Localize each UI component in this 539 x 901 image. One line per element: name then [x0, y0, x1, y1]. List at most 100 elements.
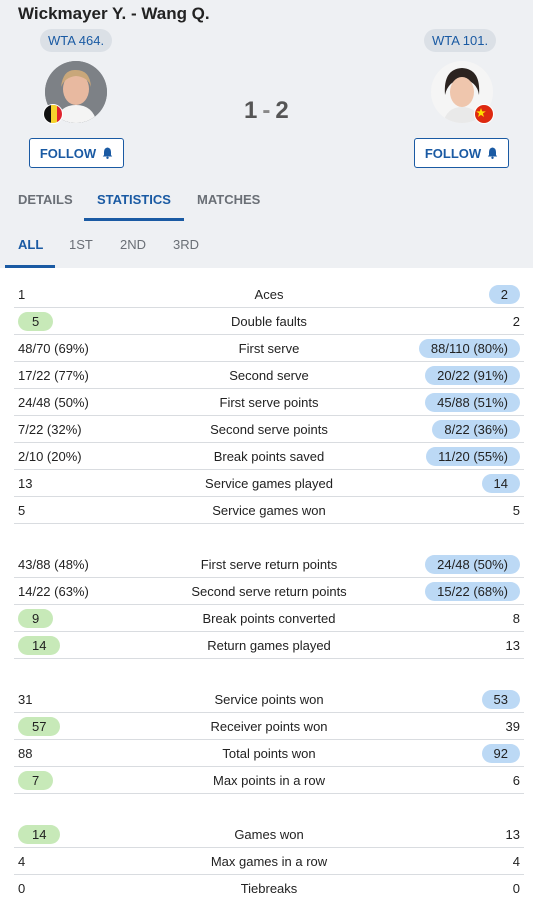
match-title: Wickmayer Y. - Wang Q. [18, 4, 210, 23]
stat-label: Service games played [205, 476, 333, 491]
active-tab-indicator [84, 218, 184, 221]
away-stat-value: 14 [481, 474, 520, 493]
stat-label: Return games played [207, 638, 331, 653]
stat-row: First serve 48/70 (69%) 88/110 (80%) [14, 335, 524, 362]
stat-label: Break points saved [213, 449, 325, 464]
section-spacer [14, 794, 524, 821]
bell-icon [102, 147, 113, 159]
period-tabs: ALL 1ST 2ND 3RD [0, 222, 533, 268]
away-stat-value: 45/88 (51%) [425, 393, 520, 412]
stat-label: Aces [254, 287, 284, 302]
home-stat-value: 14 [18, 825, 61, 844]
away-stat-value: 13 [505, 827, 520, 842]
stat-label: Service games won [212, 503, 326, 518]
section-spacer [14, 524, 524, 551]
tab-statistics[interactable]: STATISTICS [97, 192, 171, 207]
stat-label: Receiver points won [210, 719, 328, 734]
home-stat-value: 9 [18, 609, 54, 628]
stat-label: Max games in a row [210, 854, 328, 869]
home-stat-value: 5 [18, 503, 26, 518]
away-stat-value: 39 [505, 719, 520, 734]
away-stat-value: 92 [481, 744, 520, 763]
stat-label: Service points won [214, 692, 324, 707]
stat-label: Second serve [229, 368, 309, 383]
home-stat-value: 43/88 (48%) [18, 557, 89, 572]
bell-icon [487, 147, 498, 159]
china-flag-icon [474, 104, 494, 124]
stat-row: Max points in a row 7 6 [14, 767, 524, 794]
away-stat-value: 15/22 (68%) [425, 582, 520, 601]
home-rank-badge[interactable]: WTA 464. [40, 29, 113, 52]
stat-row: Games won 14 13 [14, 821, 524, 848]
tab-matches[interactable]: MATCHES [197, 192, 261, 207]
follow-label: FOLLOW [424, 145, 482, 161]
away-stat-value: 2 [512, 314, 520, 329]
score-separator: - [262, 97, 272, 124]
away-stat-value: 0 [512, 881, 520, 896]
follow-home-button[interactable]: FOLLOW [29, 138, 124, 168]
home-stat-value: 48/70 (69%) [18, 341, 89, 356]
stat-row: Max games in a row 4 4 [14, 848, 524, 875]
home-stat-value: 4 [18, 854, 26, 869]
stat-label: Double faults [231, 314, 307, 329]
stat-row: Break points converted 9 8 [14, 605, 524, 632]
tab-details[interactable]: DETAILS [18, 192, 73, 207]
home-stat-value: 2/10 (20%) [18, 449, 82, 464]
stat-label: Total points won [222, 746, 316, 761]
follow-label: FOLLOW [39, 145, 97, 161]
stat-row: Service games won 5 5 [14, 497, 524, 524]
stat-row: Second serve return points 14/22 (63%) 15/… [14, 578, 524, 605]
away-stat-value: 88/110 (80%) [418, 339, 520, 358]
home-stat-value: 5 [18, 312, 54, 331]
home-sets-score: 1 [244, 97, 259, 124]
home-stat-value: 0 [18, 881, 26, 896]
stat-row: Second serve 17/22 (77%) 20/22 (91%) [14, 362, 524, 389]
subtab-set-2[interactable]: 2ND [120, 237, 147, 252]
active-subtab-indicator [5, 265, 55, 268]
subtab-all[interactable]: ALL [18, 237, 44, 252]
follow-away-button[interactable]: FOLLOW [414, 138, 509, 168]
away-stat-value: 2 [488, 285, 520, 304]
home-stat-value: 17/22 (77%) [18, 368, 89, 383]
stat-row: Aces 1 2 [14, 281, 524, 308]
stat-row: Second serve points 7/22 (32%) 8/22 (36%) [14, 416, 524, 443]
away-sets-score: 2 [275, 97, 290, 124]
away-stat-value: 4 [512, 854, 520, 869]
stat-row: First serve return points 43/88 (48%) 24/4… [14, 551, 524, 578]
match-header: Wickmayer Y. - Wang Q. WTA 464. WTA 101. [0, 0, 533, 222]
stat-row: Service points won 31 53 [14, 686, 524, 713]
away-stat-value: 5 [512, 503, 520, 518]
home-stat-value: 14/22 (63%) [18, 584, 89, 599]
home-stat-value: 7/22 (32%) [18, 422, 82, 437]
statistics-table: Aces 1 2 Double faults 5 2 First serve 48/70 (6… [14, 281, 524, 901]
away-stat-value: 13 [505, 638, 520, 653]
stat-row: Double faults 5 2 [14, 308, 524, 335]
subtab-set-3[interactable]: 3RD [173, 237, 200, 252]
match-score: 1-2 [244, 97, 290, 125]
belgium-flag-icon [43, 104, 63, 124]
home-stat-value: 24/48 (50%) [18, 395, 89, 410]
main-tabs: DETAILS STATISTICS MATCHES [0, 180, 533, 222]
away-stat-value: 6 [512, 773, 520, 788]
home-stat-value: 13 [18, 476, 33, 491]
away-stat-value: 20/22 (91%) [425, 366, 520, 385]
subtab-set-1[interactable]: 1ST [69, 237, 93, 252]
home-stat-value: 1 [18, 287, 26, 302]
away-stat-value: 24/48 (50%) [425, 555, 520, 574]
home-stat-value: 14 [18, 636, 61, 655]
home-stat-value: 31 [18, 692, 33, 707]
stat-row: Total points won 88 92 [14, 740, 524, 767]
stat-row: First serve points 24/48 (50%) 45/88 (51%) [14, 389, 524, 416]
stat-label: First serve points [219, 395, 319, 410]
stat-label: Second serve points [210, 422, 328, 437]
home-stat-value: 7 [18, 771, 54, 790]
away-rank-badge[interactable]: WTA 101. [424, 29, 497, 52]
stat-label: Break points converted [202, 611, 336, 626]
stat-row: Return games played 14 13 [14, 632, 524, 659]
stat-label: First serve [238, 341, 300, 356]
stat-label: Max points in a row [213, 773, 325, 788]
stat-row: Tiebreaks 0 0 [14, 875, 524, 901]
away-stat-value: 8/22 (36%) [432, 420, 520, 439]
stat-row: Receiver points won 57 39 [14, 713, 524, 740]
stat-label: First serve return points [200, 557, 338, 572]
